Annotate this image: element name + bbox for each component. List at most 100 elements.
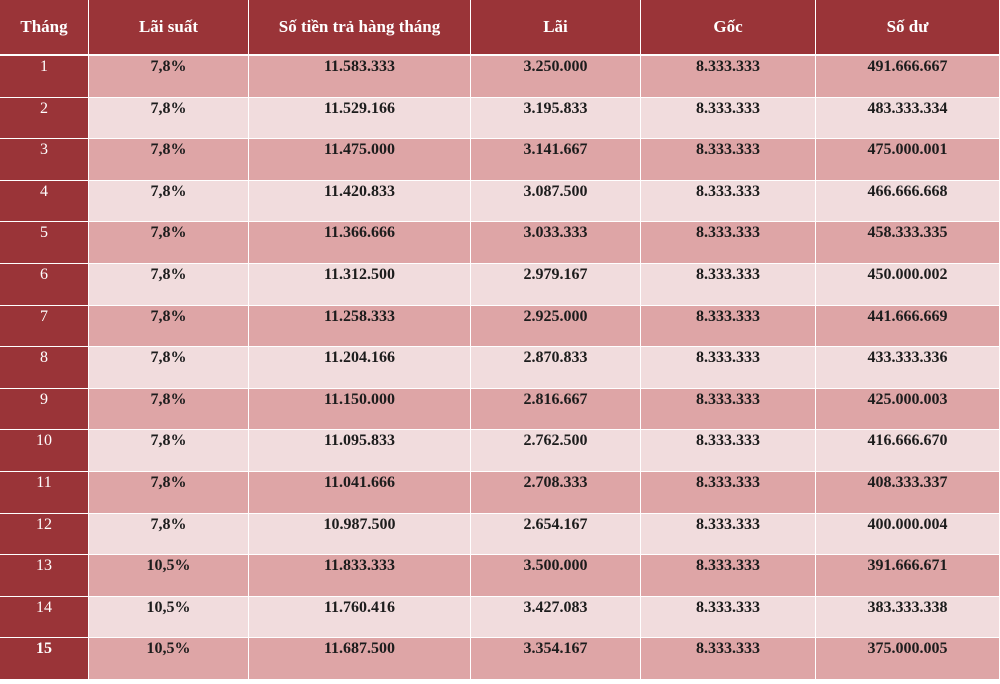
cell-balance: 391.666.671 [816, 555, 999, 596]
table-row: 6 7,8% 11.312.500 2.979.167 8.333.333 45… [0, 263, 999, 306]
cell-balance: 491.666.667 [816, 56, 999, 97]
cell-interest-rate: 7,8% [89, 139, 249, 180]
cell-monthly-payment: 11.258.333 [249, 305, 471, 347]
cell-monthly-payment: 11.041.666 [249, 471, 471, 513]
cell-interest-rate: 7,8% [89, 471, 249, 513]
cell-principal: 8.333.333 [641, 430, 816, 471]
cell-principal: 8.333.333 [641, 222, 816, 263]
cell-interest-rate: 10,5% [89, 596, 249, 638]
header-interest-rate: Lãi suất [89, 0, 249, 54]
cell-month: 12 [0, 513, 89, 555]
cell-principal: 8.333.333 [641, 471, 816, 513]
table-row: 4 7,8% 11.420.833 3.087.500 8.333.333 46… [0, 180, 999, 223]
table-row: 10 7,8% 11.095.833 2.762.500 8.333.333 4… [0, 430, 999, 472]
cell-interest-rate: 7,8% [89, 513, 249, 555]
cell-interest-rate: 7,8% [89, 305, 249, 347]
cell-principal: 8.333.333 [641, 97, 816, 139]
cell-interest-rate: 7,8% [89, 388, 249, 430]
cell-interest-rate: 7,8% [89, 180, 249, 222]
table-row: 12 7,8% 10.987.500 2.654.167 8.333.333 4… [0, 513, 999, 556]
header-interest: Lãi [471, 0, 641, 54]
cell-monthly-payment: 11.150.000 [249, 388, 471, 430]
cell-month: 5 [0, 222, 89, 263]
cell-principal: 8.333.333 [641, 596, 816, 638]
cell-balance: 416.666.670 [816, 430, 999, 471]
cell-principal: 8.333.333 [641, 638, 816, 679]
cell-interest-rate: 10,5% [89, 638, 249, 679]
cell-interest: 3.087.500 [471, 180, 641, 222]
cell-principal: 8.333.333 [641, 347, 816, 388]
table-row: 15 10,5% 11.687.500 3.354.167 8.333.333 … [0, 638, 999, 680]
cell-monthly-payment: 11.312.500 [249, 263, 471, 305]
cell-interest: 2.870.833 [471, 347, 641, 388]
cell-interest-rate: 7,8% [89, 222, 249, 263]
cell-interest: 3.500.000 [471, 555, 641, 596]
cell-principal: 8.333.333 [641, 513, 816, 555]
cell-interest: 2.708.333 [471, 471, 641, 513]
cell-principal: 8.333.333 [641, 180, 816, 222]
cell-interest-rate: 7,8% [89, 97, 249, 139]
cell-monthly-payment: 11.475.000 [249, 139, 471, 180]
cell-monthly-payment: 11.420.833 [249, 180, 471, 222]
cell-balance: 425.000.003 [816, 388, 999, 430]
cell-interest: 3.195.833 [471, 97, 641, 139]
table-row: 3 7,8% 11.475.000 3.141.667 8.333.333 47… [0, 139, 999, 181]
cell-interest: 2.654.167 [471, 513, 641, 555]
cell-principal: 8.333.333 [641, 263, 816, 305]
table-row: 9 7,8% 11.150.000 2.816.667 8.333.333 42… [0, 388, 999, 431]
cell-monthly-payment: 11.760.416 [249, 596, 471, 638]
cell-monthly-payment: 10.987.500 [249, 513, 471, 555]
cell-interest: 2.925.000 [471, 305, 641, 347]
cell-balance: 475.000.001 [816, 139, 999, 180]
header-month: Tháng [0, 0, 89, 54]
cell-principal: 8.333.333 [641, 139, 816, 180]
cell-month: 10 [0, 430, 89, 471]
cell-balance: 375.000.005 [816, 638, 999, 679]
cell-balance: 466.666.668 [816, 180, 999, 222]
cell-monthly-payment: 11.583.333 [249, 56, 471, 97]
cell-interest-rate: 7,8% [89, 347, 249, 388]
cell-interest: 2.816.667 [471, 388, 641, 430]
cell-principal: 8.333.333 [641, 388, 816, 430]
cell-interest: 2.762.500 [471, 430, 641, 471]
table-row: 2 7,8% 11.529.166 3.195.833 8.333.333 48… [0, 97, 999, 140]
cell-month: 14 [0, 596, 89, 638]
cell-balance: 400.000.004 [816, 513, 999, 555]
cell-month: 1 [0, 56, 89, 97]
header-balance: Số dư [886, 17, 929, 36]
cell-month: 4 [0, 180, 89, 222]
table-row: 11 7,8% 11.041.666 2.708.333 8.333.333 4… [0, 471, 999, 514]
cell-interest: 3.141.667 [471, 139, 641, 180]
cell-balance: 433.333.336 [816, 347, 999, 388]
cell-balance: 458.333.335 [816, 222, 999, 263]
cell-monthly-payment: 11.833.333 [249, 555, 471, 596]
cell-balance: 441.666.669 [816, 305, 999, 347]
cell-interest: 2.979.167 [471, 263, 641, 305]
cell-month: 3 [0, 139, 89, 180]
cell-principal: 8.333.333 [641, 305, 816, 347]
table-row: 8 7,8% 11.204.166 2.870.833 8.333.333 43… [0, 347, 999, 389]
cell-monthly-payment: 11.687.500 [249, 638, 471, 679]
cell-month: 6 [0, 263, 89, 305]
table-row: 7 7,8% 11.258.333 2.925.000 8.333.333 44… [0, 305, 999, 348]
cell-interest: 3.033.333 [471, 222, 641, 263]
cell-balance: 383.333.338 [816, 596, 999, 638]
cell-balance: 450.000.002 [816, 263, 999, 305]
cell-month: 9 [0, 388, 89, 430]
cell-interest: 3.427.083 [471, 596, 641, 638]
header-principal: Gốc [641, 0, 816, 54]
cell-monthly-payment: 11.204.166 [249, 347, 471, 388]
cell-interest-rate: 7,8% [89, 430, 249, 471]
cell-principal: 8.333.333 [641, 56, 816, 97]
cell-interest: 3.250.000 [471, 56, 641, 97]
cell-interest-rate: 7,8% [89, 263, 249, 305]
cell-interest-rate: 7,8% [89, 56, 249, 97]
cell-month: 2 [0, 97, 89, 139]
cell-balance: 408.333.337 [816, 471, 999, 513]
cell-month: 8 [0, 347, 89, 388]
cell-month: 7 [0, 305, 89, 347]
table-row: 13 10,5% 11.833.333 3.500.000 8.333.333 … [0, 555, 999, 597]
cell-monthly-payment: 11.366.666 [249, 222, 471, 263]
cell-monthly-payment: 11.095.833 [249, 430, 471, 471]
